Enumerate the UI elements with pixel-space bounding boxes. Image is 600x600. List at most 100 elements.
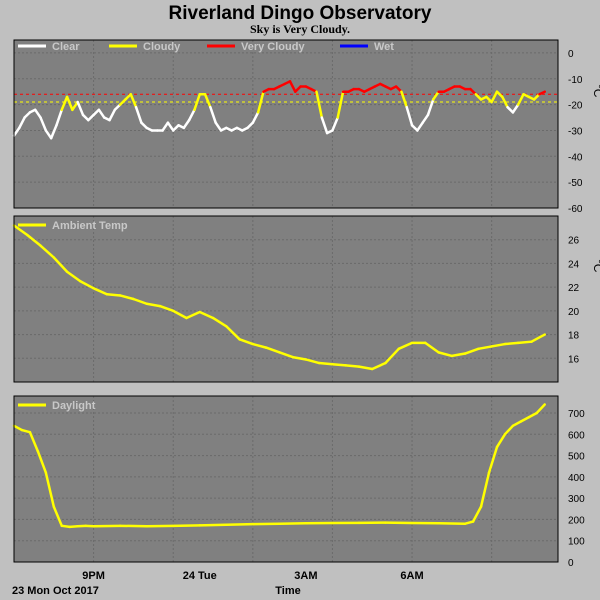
series-segment bbox=[477, 345, 493, 351]
series-segment bbox=[256, 90, 265, 114]
series-segment bbox=[182, 118, 191, 130]
y-tick-label: -60 bbox=[568, 204, 583, 215]
series-segment bbox=[421, 113, 430, 124]
series-segment bbox=[161, 121, 170, 132]
series-segment bbox=[516, 93, 525, 106]
legend-label: Clear bbox=[52, 41, 80, 53]
series-segment bbox=[264, 346, 281, 354]
y-tick-label: 300 bbox=[568, 494, 585, 505]
y-tick-label: 100 bbox=[568, 537, 585, 548]
x-tick-label: 24 Tue bbox=[183, 570, 217, 582]
series-segment bbox=[92, 287, 109, 296]
plot-area bbox=[13, 39, 559, 209]
series-segment bbox=[519, 416, 531, 423]
series-segment bbox=[503, 341, 520, 346]
y-tick-label: 0 bbox=[568, 49, 574, 60]
series-segment bbox=[463, 347, 480, 355]
series-segment bbox=[397, 341, 414, 351]
y-tick-label: 20 bbox=[568, 307, 580, 318]
y-tick-label: 22 bbox=[568, 283, 580, 294]
series-segment bbox=[12, 424, 24, 432]
y-unit-label: °C bbox=[591, 84, 600, 98]
series-segment bbox=[424, 341, 440, 354]
y-tick-label: -10 bbox=[568, 75, 583, 86]
y-tick-label: 16 bbox=[568, 354, 580, 365]
series-segment bbox=[535, 403, 546, 415]
series-segment bbox=[76, 100, 85, 117]
series-segment bbox=[463, 520, 475, 525]
series-segment bbox=[198, 523, 228, 527]
y-tick-label: -40 bbox=[568, 152, 583, 163]
plot-border bbox=[13, 39, 559, 209]
series-segment bbox=[44, 471, 56, 508]
y-tick-label: -20 bbox=[568, 101, 583, 112]
series-segment bbox=[304, 358, 321, 365]
y-tick-label: 500 bbox=[568, 452, 585, 463]
series-segment bbox=[60, 524, 71, 529]
series-segment bbox=[52, 256, 69, 273]
series-segment bbox=[450, 352, 467, 358]
series-segment bbox=[145, 302, 162, 308]
series-segment bbox=[60, 95, 69, 112]
series-segment bbox=[158, 304, 175, 313]
series-segment bbox=[225, 325, 241, 341]
series-segment bbox=[479, 471, 491, 508]
series-segment bbox=[134, 105, 143, 124]
series-segment bbox=[503, 424, 515, 436]
series-segment bbox=[193, 93, 202, 112]
series-segment bbox=[39, 116, 48, 132]
series-segment bbox=[538, 90, 546, 96]
series-segment bbox=[315, 90, 324, 119]
y-tick-label: -30 bbox=[568, 126, 583, 137]
series-segment bbox=[405, 105, 414, 127]
series-segment bbox=[132, 297, 148, 305]
series-segment bbox=[344, 364, 361, 368]
series-segment bbox=[211, 316, 228, 328]
series-segment bbox=[416, 121, 424, 132]
series-segment bbox=[118, 294, 135, 301]
series-segment bbox=[166, 121, 175, 132]
y-tick-label: 700 bbox=[568, 409, 585, 420]
plot-area bbox=[13, 395, 559, 563]
series-segment bbox=[527, 411, 539, 419]
series-segment bbox=[251, 111, 260, 124]
series-segment bbox=[471, 505, 483, 523]
series-segment bbox=[331, 116, 339, 132]
plot-border bbox=[13, 215, 559, 383]
y-tick-label: 26 bbox=[568, 236, 580, 247]
y-unit-label: °C bbox=[591, 259, 600, 273]
y-tick-label: 0 bbox=[568, 558, 574, 569]
series-segment bbox=[52, 505, 64, 528]
y-tick-label: 24 bbox=[568, 259, 580, 270]
series-segment bbox=[432, 90, 440, 101]
x-axis-label: Time bbox=[275, 585, 300, 597]
series-segment bbox=[68, 524, 79, 529]
y-tick-label: 18 bbox=[568, 331, 580, 342]
series-segment bbox=[490, 90, 499, 104]
series-segment bbox=[185, 310, 202, 320]
series-segment bbox=[501, 95, 509, 109]
footer-date: 23 Mon Oct 2017 bbox=[12, 585, 99, 597]
series-segment bbox=[291, 355, 308, 361]
series-segment bbox=[225, 522, 255, 527]
chart-title: Riverland Dingo Observatory bbox=[169, 3, 432, 24]
series-segment bbox=[384, 347, 401, 365]
series-segment bbox=[203, 93, 212, 109]
series-segment bbox=[336, 90, 345, 119]
series-segment bbox=[65, 95, 74, 112]
x-tick-label: 9PM bbox=[82, 570, 105, 582]
x-tick-label: 6AM bbox=[400, 570, 423, 582]
series-segment bbox=[171, 309, 188, 320]
series-segment bbox=[36, 450, 48, 474]
series-segment bbox=[105, 293, 122, 297]
series-segment bbox=[20, 428, 32, 434]
plot-area bbox=[13, 215, 559, 383]
series-segment bbox=[209, 105, 217, 124]
series-segment bbox=[238, 338, 255, 346]
series-segment bbox=[97, 108, 106, 119]
ambient-temp-panel: 16 18 20 22 24 26 °C Ambient Temp bbox=[12, 215, 600, 383]
series-segment bbox=[288, 80, 297, 93]
series-segment bbox=[278, 351, 294, 359]
series-segment bbox=[437, 351, 454, 358]
